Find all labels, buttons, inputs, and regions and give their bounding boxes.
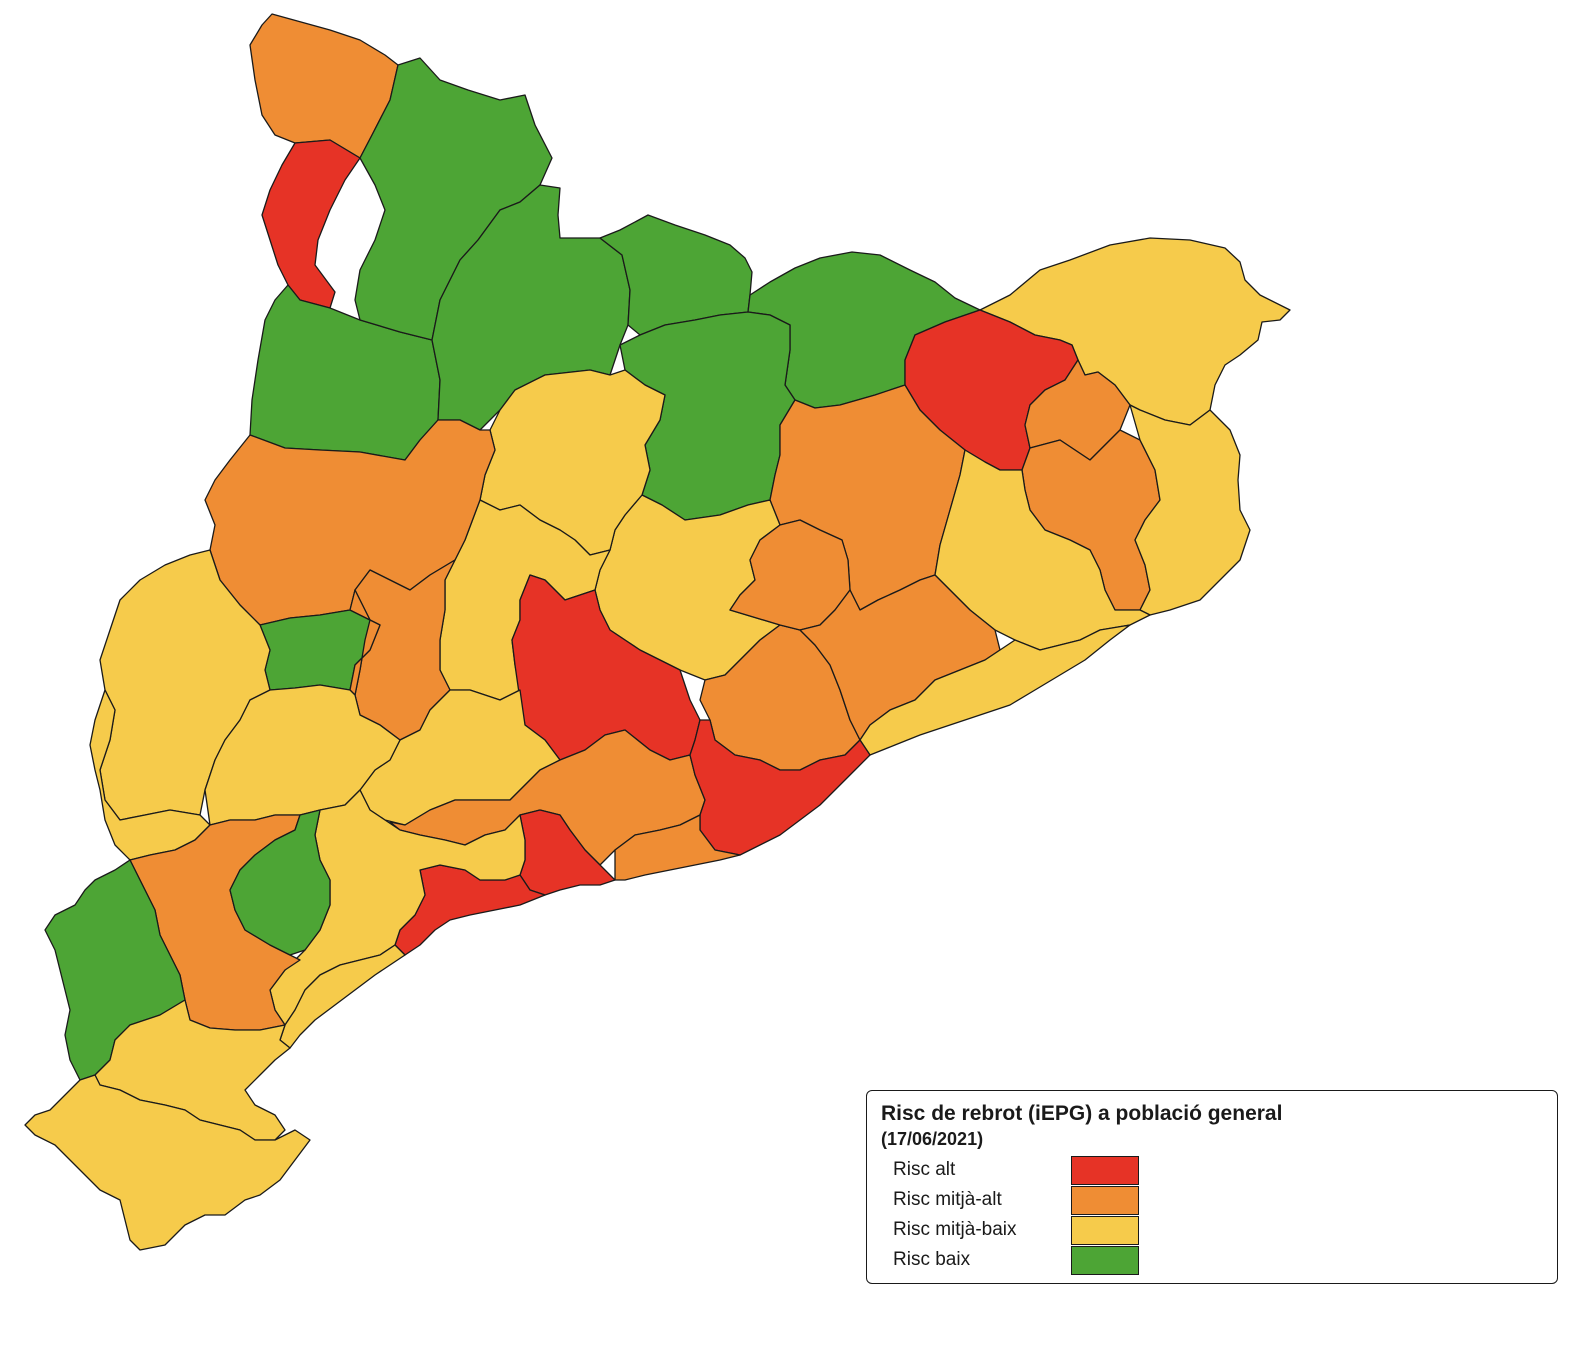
region-maresme bbox=[859, 624, 1131, 756]
region-penedes-sud bbox=[614, 814, 741, 881]
region-baix-emporda bbox=[1129, 404, 1251, 616]
region-baix-camp bbox=[279, 944, 406, 1049]
legend-swatch-yellow bbox=[1071, 1216, 1139, 1245]
legend-item-medium-high: Risc mitjà-alt bbox=[881, 1185, 1543, 1215]
legend-label: Risc alt bbox=[893, 1159, 956, 1180]
legend-title: Risc de rebrot (iEPG) a població general bbox=[881, 1102, 1283, 1125]
legend-item-medium-low: Risc mitjà-baix bbox=[881, 1215, 1543, 1245]
legend-swatch-orange bbox=[1071, 1186, 1139, 1215]
legend-date: (17/06/2021) bbox=[881, 1129, 984, 1149]
legend: Risc de rebrot (iEPG) a població general… bbox=[866, 1090, 1558, 1284]
region-alta-ribagorca bbox=[261, 139, 361, 309]
legend-swatch-green bbox=[1071, 1246, 1139, 1275]
legend-swatch-red bbox=[1071, 1156, 1139, 1185]
legend-label: Risc mitjà-baix bbox=[893, 1219, 1017, 1240]
region-ribera-ebre bbox=[229, 809, 331, 956]
legend-item-low: Risc baix bbox=[881, 1245, 1543, 1275]
region-montsia bbox=[24, 1074, 311, 1251]
legend-item-high: Risc alt bbox=[881, 1155, 1543, 1185]
legend-label: Risc mitjà-alt bbox=[893, 1189, 1002, 1210]
legend-label: Risc baix bbox=[893, 1249, 971, 1270]
